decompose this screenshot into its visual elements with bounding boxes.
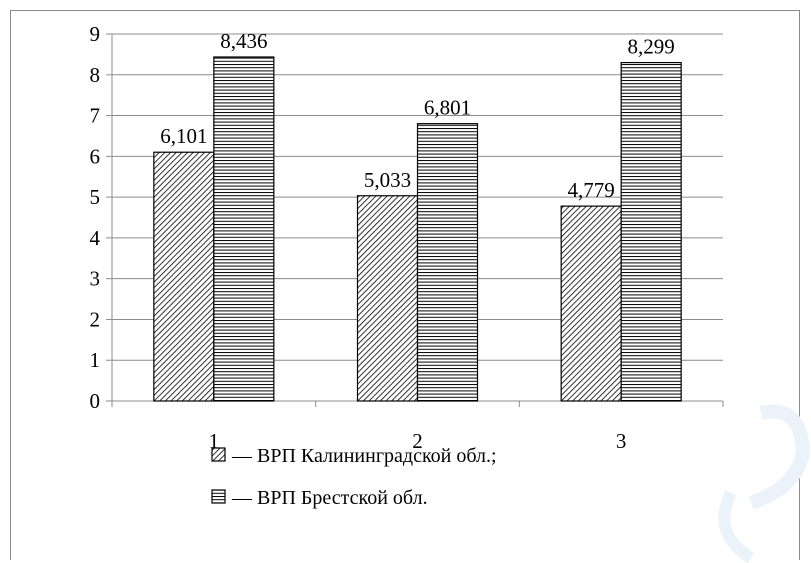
legend-swatch (211, 447, 226, 462)
bar (213, 56, 275, 402)
bars (153, 56, 682, 402)
bar (153, 151, 215, 402)
y-tick-label: 6 (90, 144, 101, 168)
y-tick-label: 4 (90, 226, 101, 250)
y-tick-label: 3 (90, 267, 101, 291)
y-tick-label: 8 (90, 63, 101, 87)
y-tick-label: 9 (90, 22, 101, 46)
data-label: 5,033 (364, 168, 411, 192)
bar (416, 123, 479, 402)
bar (620, 61, 682, 402)
x-tick-label: 2 (412, 429, 423, 453)
legend-label: — ВРП Калининградской обл.; (231, 445, 497, 467)
chart-frame (10, 10, 800, 560)
data-label: 8,299 (628, 35, 675, 59)
y-tick-label: 5 (90, 185, 101, 209)
data-label: 6,101 (160, 124, 207, 148)
legend-label: — ВРП Брестской обл. (231, 487, 428, 509)
bar (560, 205, 622, 402)
data-label: 4,779 (568, 178, 615, 202)
y-tick-label: 7 (90, 104, 101, 128)
x-tick-label: 1 (209, 429, 220, 453)
bar (356, 195, 419, 402)
x-tick-label: 3 (616, 429, 627, 453)
y-tick-label: 1 (90, 348, 101, 372)
legend-swatch (211, 489, 226, 504)
watermark-graphic (718, 404, 811, 563)
legend: — ВРП Калининградской обл.; — ВРП Брестск… (211, 445, 497, 509)
y-tick-label: 0 (90, 389, 101, 413)
data-label: 6,801 (424, 96, 471, 120)
y-tick-label: 2 (90, 307, 101, 331)
data-label: 8,436 (220, 29, 267, 53)
data-labels: 6,101 8,436 5,033 6,801 4,779 8,299 (160, 29, 675, 202)
